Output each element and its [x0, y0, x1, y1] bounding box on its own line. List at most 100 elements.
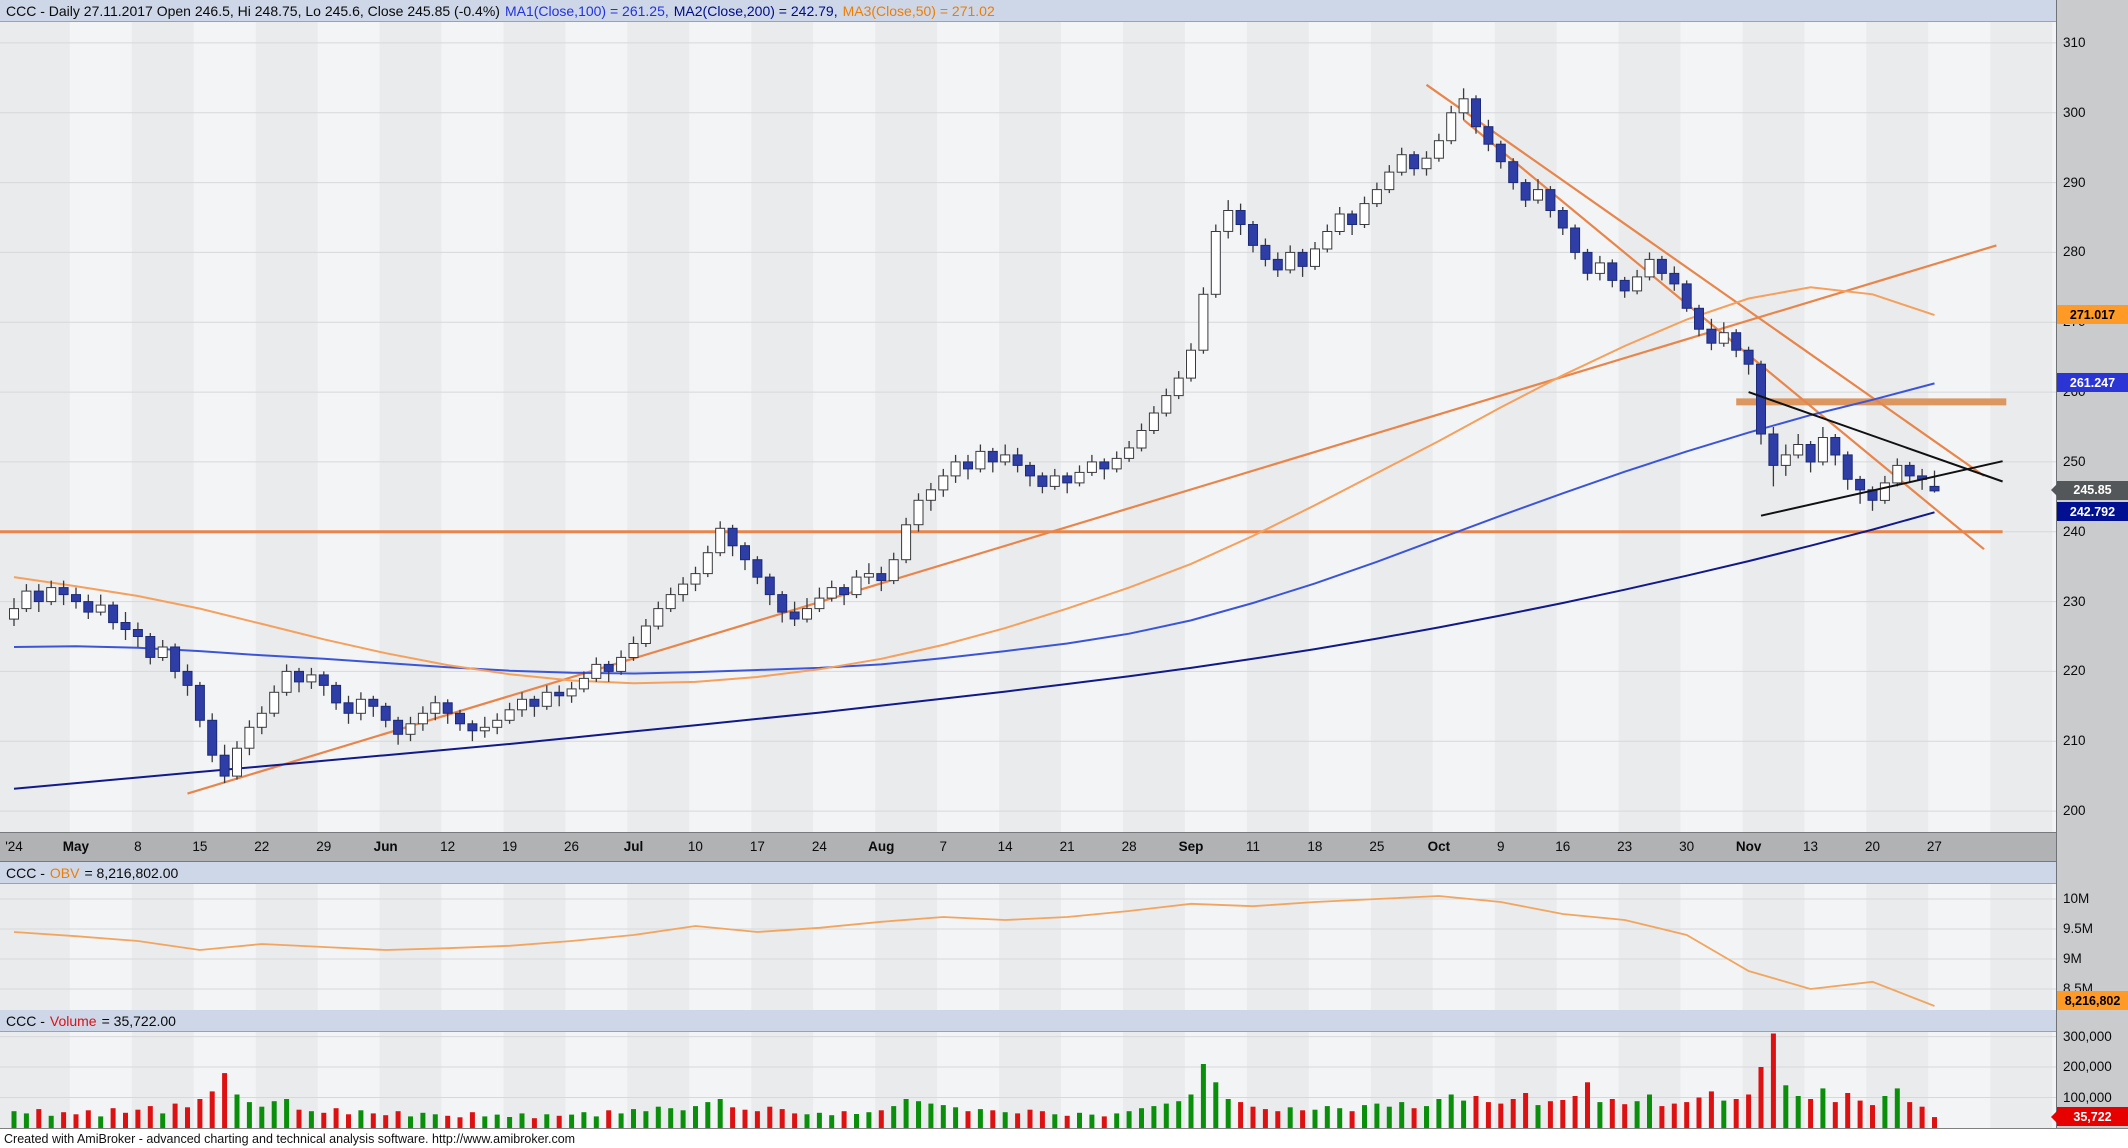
- tag-pointer-icon: [2051, 484, 2057, 497]
- week-stripe: [1184, 884, 1247, 1010]
- price-chart-canvas[interactable]: [0, 22, 2056, 832]
- axis-tick-label: 290: [2063, 174, 2086, 190]
- week-stripe: [1556, 884, 1619, 1010]
- week-stripe: [1061, 22, 1123, 832]
- date-axis-label: 12: [440, 839, 456, 854]
- price-pane-title[interactable]: CCC - Daily 27.11.2017 Open 246.5, Hi 24…: [0, 0, 2056, 22]
- week-stripe: [937, 22, 1000, 832]
- week-stripe: [441, 22, 504, 832]
- axis-tick-label: 250: [2063, 453, 2086, 469]
- axis-tick-label: 200: [2063, 803, 2086, 819]
- week-stripe: [1061, 884, 1123, 1010]
- date-axis-label: 7: [939, 839, 948, 854]
- date-axis-label: 18: [1307, 839, 1323, 854]
- week-stripe: [1184, 22, 1247, 832]
- week-stripe: [2052, 884, 2056, 1010]
- chart-panes: CCC - Daily 27.11.2017 Open 246.5, Hi 24…: [0, 0, 2056, 1128]
- date-axis-label: Aug: [868, 839, 895, 854]
- date-axis-label: 9: [1497, 839, 1505, 854]
- axis-tick-label: 300,000: [2063, 1028, 2112, 1044]
- week-stripe: [441, 1032, 504, 1128]
- ma3-value-tag: 271.017: [2057, 305, 2128, 325]
- volume-value-text: = 35,722.00: [101, 1012, 176, 1029]
- date-axis-label: 20: [1864, 839, 1881, 854]
- axis-tick-label: 10M: [2063, 891, 2090, 906]
- week-stripe: [69, 1032, 132, 1128]
- obv-line: [13, 895, 1935, 1007]
- volume-pane-title[interactable]: CCC - Volume = 35,722.00: [0, 1010, 2056, 1032]
- axis-tick-label: 280: [2063, 244, 2086, 260]
- week-stripe: [2052, 1032, 2056, 1128]
- date-axis-label: 26: [564, 839, 580, 854]
- last-price-tag: 245.85: [2051, 480, 2128, 500]
- volume-value-tag: 35,722: [2051, 1107, 2128, 1127]
- week-stripe: [813, 22, 876, 832]
- week-stripe: [1432, 884, 1495, 1010]
- week-stripe: [1061, 1032, 1123, 1128]
- ma3-legend: MA3(Close,50) = 271.02: [842, 2, 995, 19]
- date-axis-label: 24: [811, 839, 827, 854]
- obv-chart-canvas[interactable]: [0, 884, 2056, 1010]
- date-axis-label: 27: [1926, 839, 1942, 854]
- axis-tick-label: 220: [2063, 663, 2086, 679]
- obv-indicator-name: OBV: [49, 864, 80, 881]
- week-stripe: [937, 884, 1000, 1010]
- date-axis-label: 19: [502, 839, 518, 854]
- week-stripe: [317, 1032, 380, 1128]
- obv-value-text: = 8,216,802.00: [84, 864, 179, 881]
- ma2-close-200: [13, 511, 1935, 790]
- axis-tick-label: 100,000: [2063, 1089, 2112, 1105]
- ma1-value-tag: 261.247: [2057, 373, 2128, 393]
- volume-chart-canvas[interactable]: [0, 1032, 2056, 1128]
- date-axis-label: Oct: [1427, 839, 1451, 854]
- obv-value-tag: 8,216,802: [2057, 991, 2128, 1010]
- week-stripe: [1308, 884, 1371, 1010]
- date-axis-label: 30: [1679, 839, 1695, 854]
- week-stripe: [69, 22, 132, 832]
- status-bar: Created with AmiBroker - advanced charti…: [0, 1128, 2128, 1148]
- axis-tick-label: 200,000: [2063, 1059, 2112, 1074]
- volume-indicator-name: Volume: [49, 1012, 97, 1029]
- axis-tick-label: 300: [2063, 104, 2086, 120]
- axis-tick-label: 310: [2063, 34, 2086, 50]
- ma1-legend: MA1(Close,100) = 261.25,: [504, 2, 669, 19]
- week-stripe: [1928, 884, 1991, 1010]
- volume-bars: [11, 1033, 1937, 1128]
- obv-pane-title[interactable]: CCC - OBV = 8,216,802.00: [0, 862, 2056, 884]
- ma2-value-tag: 242.792: [2057, 502, 2128, 522]
- week-stripe: [1804, 884, 1867, 1010]
- date-axis-label: 11: [1245, 839, 1261, 854]
- date-axis-label: 22: [254, 839, 270, 854]
- axis-tick-label: 210: [2063, 733, 2086, 749]
- week-stripe: [1680, 884, 1743, 1010]
- amibroker-credit-text: Created with AmiBroker - advanced charti…: [4, 1131, 576, 1146]
- week-stripe: [1680, 22, 1743, 832]
- date-axis-label: '24: [5, 839, 23, 854]
- week-stripe: [565, 22, 628, 832]
- week-stripe: [813, 884, 876, 1010]
- week-stripe: [69, 884, 132, 1010]
- week-stripe: [689, 884, 752, 1010]
- ma2-legend: MA2(Close,200) = 242.79,: [673, 2, 838, 19]
- obv-symbol-text: CCC -: [6, 864, 45, 881]
- triangle-upper-trendline[interactable]: [1748, 391, 2003, 483]
- week-stripe: [565, 1032, 628, 1128]
- triangle-lower-trendline[interactable]: [1760, 460, 2003, 517]
- date-axis-label: 16: [1555, 839, 1571, 854]
- date-axis-label: 10: [687, 839, 703, 854]
- volume-symbol-text: CCC -: [6, 1012, 45, 1029]
- week-stripe: [2052, 22, 2056, 832]
- candlesticks: [9, 88, 1940, 784]
- date-axis-label: Nov: [1735, 839, 1762, 854]
- date-axis-label: 21: [1059, 839, 1075, 854]
- week-stripe: [1556, 22, 1619, 832]
- tag-pointer-icon: [2051, 1110, 2057, 1123]
- uptrend-line[interactable]: [187, 244, 1997, 795]
- week-stripe: [1308, 22, 1371, 832]
- downtrend-line-1[interactable]: [1425, 83, 1985, 477]
- date-axis[interactable]: '24 May 8 15 22 29 Jun 12 19 26 Jul 10 17 24 Aug 7 14 21 2…: [0, 832, 2056, 862]
- date-axis-label: 25: [1369, 839, 1385, 854]
- price-axis-column[interactable]: 20021022023024025026027028029030031010M9…: [2051, 0, 2128, 1128]
- axis-tick-label: 9.5M: [2063, 921, 2094, 936]
- week-stripe: [1928, 1032, 1991, 1128]
